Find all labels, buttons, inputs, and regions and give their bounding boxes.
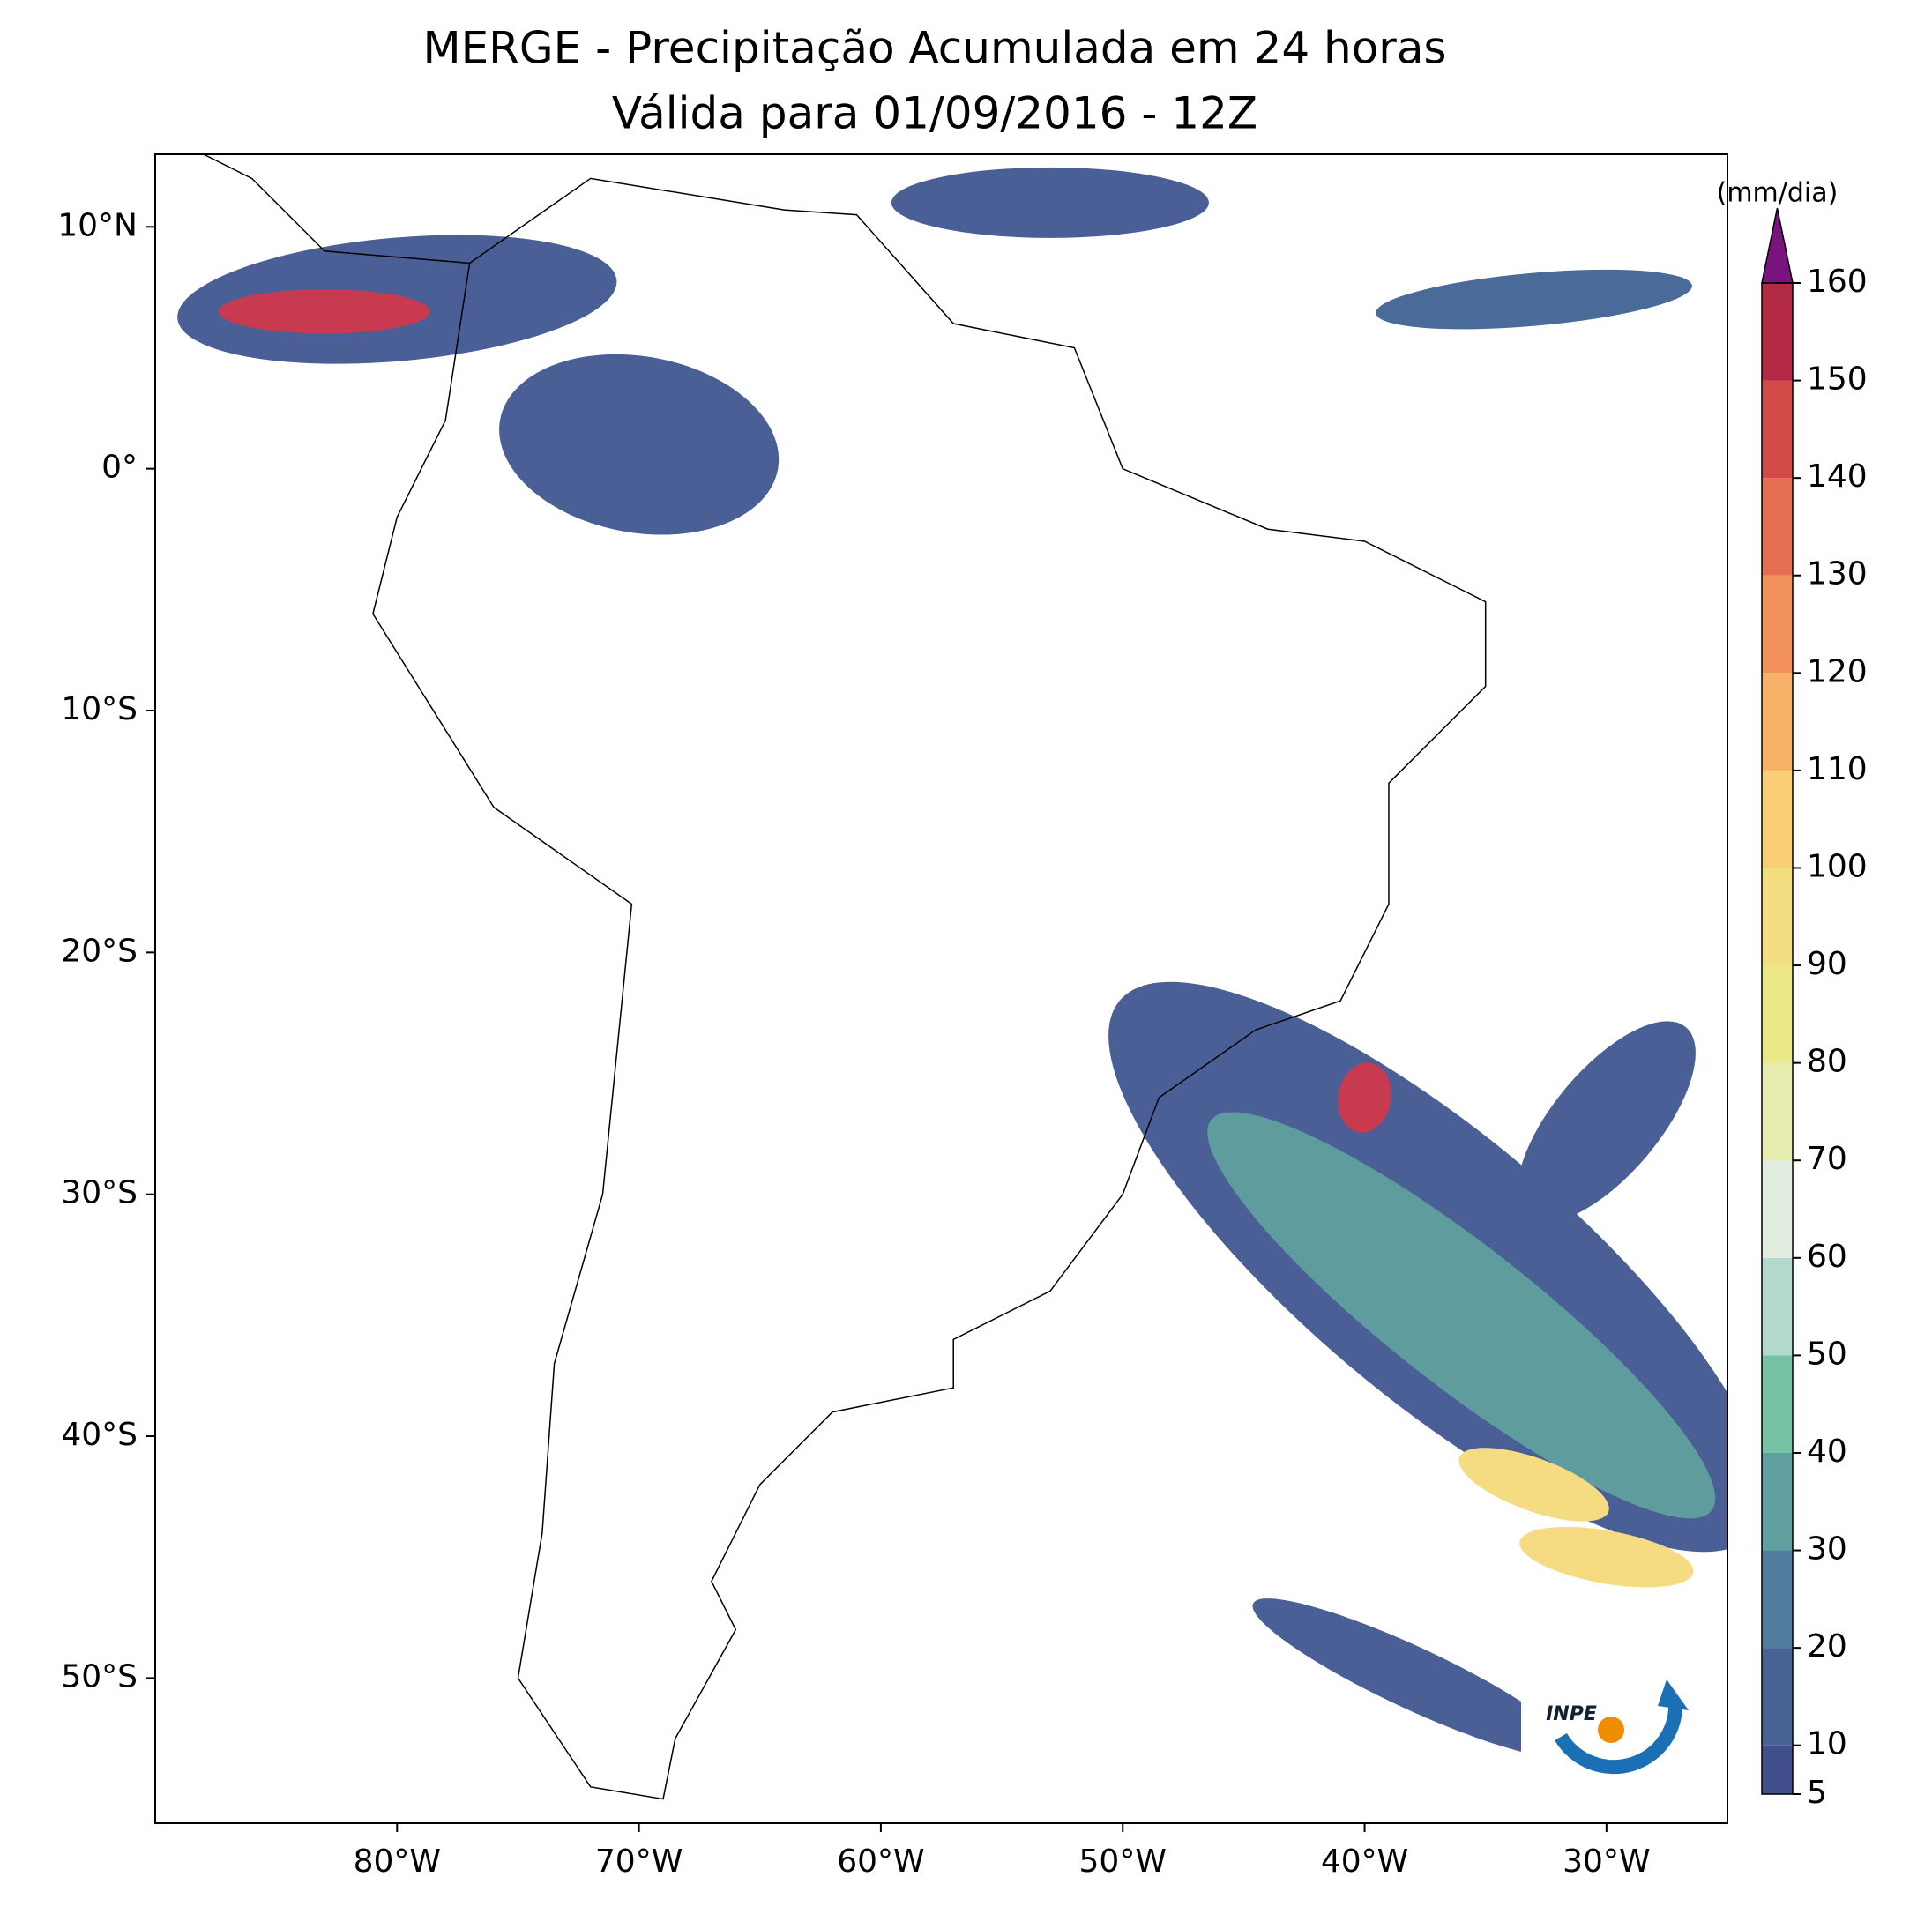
x-tick-label: 40°W	[1321, 1843, 1408, 1880]
colorbar-tick-label: 10	[1807, 1726, 1847, 1762]
colorbar-frame	[1761, 282, 1794, 1795]
title-line: Válida para 01/09/2016 - 12Z	[612, 88, 1257, 139]
colorbar-segment	[1762, 478, 1793, 576]
colorbar-tick-label: 30	[1807, 1531, 1847, 1568]
colorbar-tick-label: 60	[1807, 1239, 1847, 1275]
map-frame	[154, 153, 1728, 1824]
colorbar-segment	[1762, 1257, 1793, 1356]
y-tick-label: 20°S	[61, 933, 138, 969]
y-tick-label: 30°S	[61, 1175, 138, 1211]
colorbar-tick-label: 100	[1807, 848, 1868, 884]
colorbar-segment	[1762, 770, 1793, 868]
x-tick-label: 70°W	[595, 1843, 683, 1880]
y-tick-label: 10°S	[61, 691, 138, 727]
logo-swoosh	[1555, 1701, 1683, 1775]
precip-area	[1207, 1112, 1716, 1519]
precip-area	[499, 354, 780, 535]
colorbar-tick-label: 50	[1807, 1336, 1847, 1372]
x-tick-label: 50°W	[1079, 1843, 1167, 1880]
colorbar-segment	[1762, 380, 1793, 479]
colorbar-tick-label: 80	[1807, 1044, 1847, 1080]
colorbar-tick-label: 150	[1807, 361, 1868, 398]
y-tick-label: 50°S	[61, 1658, 138, 1694]
colorbar-tick-label: 90	[1807, 946, 1847, 982]
logo: INPE	[1521, 1614, 1710, 1802]
precip-area	[1519, 1526, 1694, 1588]
logo-arrow	[1658, 1679, 1689, 1710]
colorbar-tick-label: 70	[1807, 1141, 1847, 1177]
colorbar-tick-label: 40	[1807, 1434, 1847, 1470]
colorbar-tick-label: 130	[1807, 556, 1868, 592]
colorbar-tick-label: 20	[1807, 1628, 1847, 1665]
colorbar-segment	[1762, 1062, 1793, 1161]
colorbar-label: (mm/dia)	[1717, 178, 1839, 209]
colorbar-segment	[1762, 283, 1793, 381]
x-tick-label: 80°W	[354, 1843, 441, 1880]
colorbar-segment	[1762, 1160, 1793, 1258]
colorbar-segment	[1762, 1452, 1793, 1551]
precip-area	[1517, 1021, 1696, 1223]
logo-text: INPE	[1546, 1703, 1597, 1725]
map-layer	[177, 154, 1727, 1800]
y-tick-label: 40°S	[61, 1417, 138, 1453]
colorbar-segment	[1762, 1648, 1793, 1746]
colorbar-segment	[1762, 1745, 1793, 1794]
x-tick-label: 60°W	[837, 1843, 924, 1880]
colorbar-tick-label: 160	[1807, 264, 1868, 300]
x-tick-label: 30°W	[1563, 1843, 1650, 1880]
colorbar-segment	[1762, 575, 1793, 674]
y-tick-label: 10°N	[57, 207, 138, 243]
coastline	[202, 154, 1487, 1800]
precip-area	[1252, 1598, 1574, 1758]
precip-area	[1376, 269, 1692, 330]
precip-area	[891, 167, 1209, 238]
y-tick-label: 0°	[101, 450, 138, 486]
colorbar-segment	[1762, 965, 1793, 1063]
map-content	[177, 154, 1727, 1800]
precip-area	[1458, 1448, 1609, 1522]
colorbar-segment	[1762, 868, 1793, 966]
logo-dot	[1598, 1717, 1624, 1743]
precip-area	[1338, 1062, 1391, 1133]
colorbar-segment	[1762, 1355, 1793, 1453]
colorbar-tick-label: 110	[1807, 751, 1868, 787]
colorbar-segment	[1762, 673, 1793, 771]
colorbar-tick-label: 140	[1807, 458, 1868, 495]
title-line: MERGE - Precipitação Acumulada em 24 hor…	[422, 23, 1446, 74]
colorbar-tick-label: 120	[1807, 653, 1868, 689]
precip-area	[219, 289, 431, 334]
colorbar-tick-label: 5	[1807, 1775, 1827, 1811]
colorbar-segment	[1762, 1550, 1793, 1649]
